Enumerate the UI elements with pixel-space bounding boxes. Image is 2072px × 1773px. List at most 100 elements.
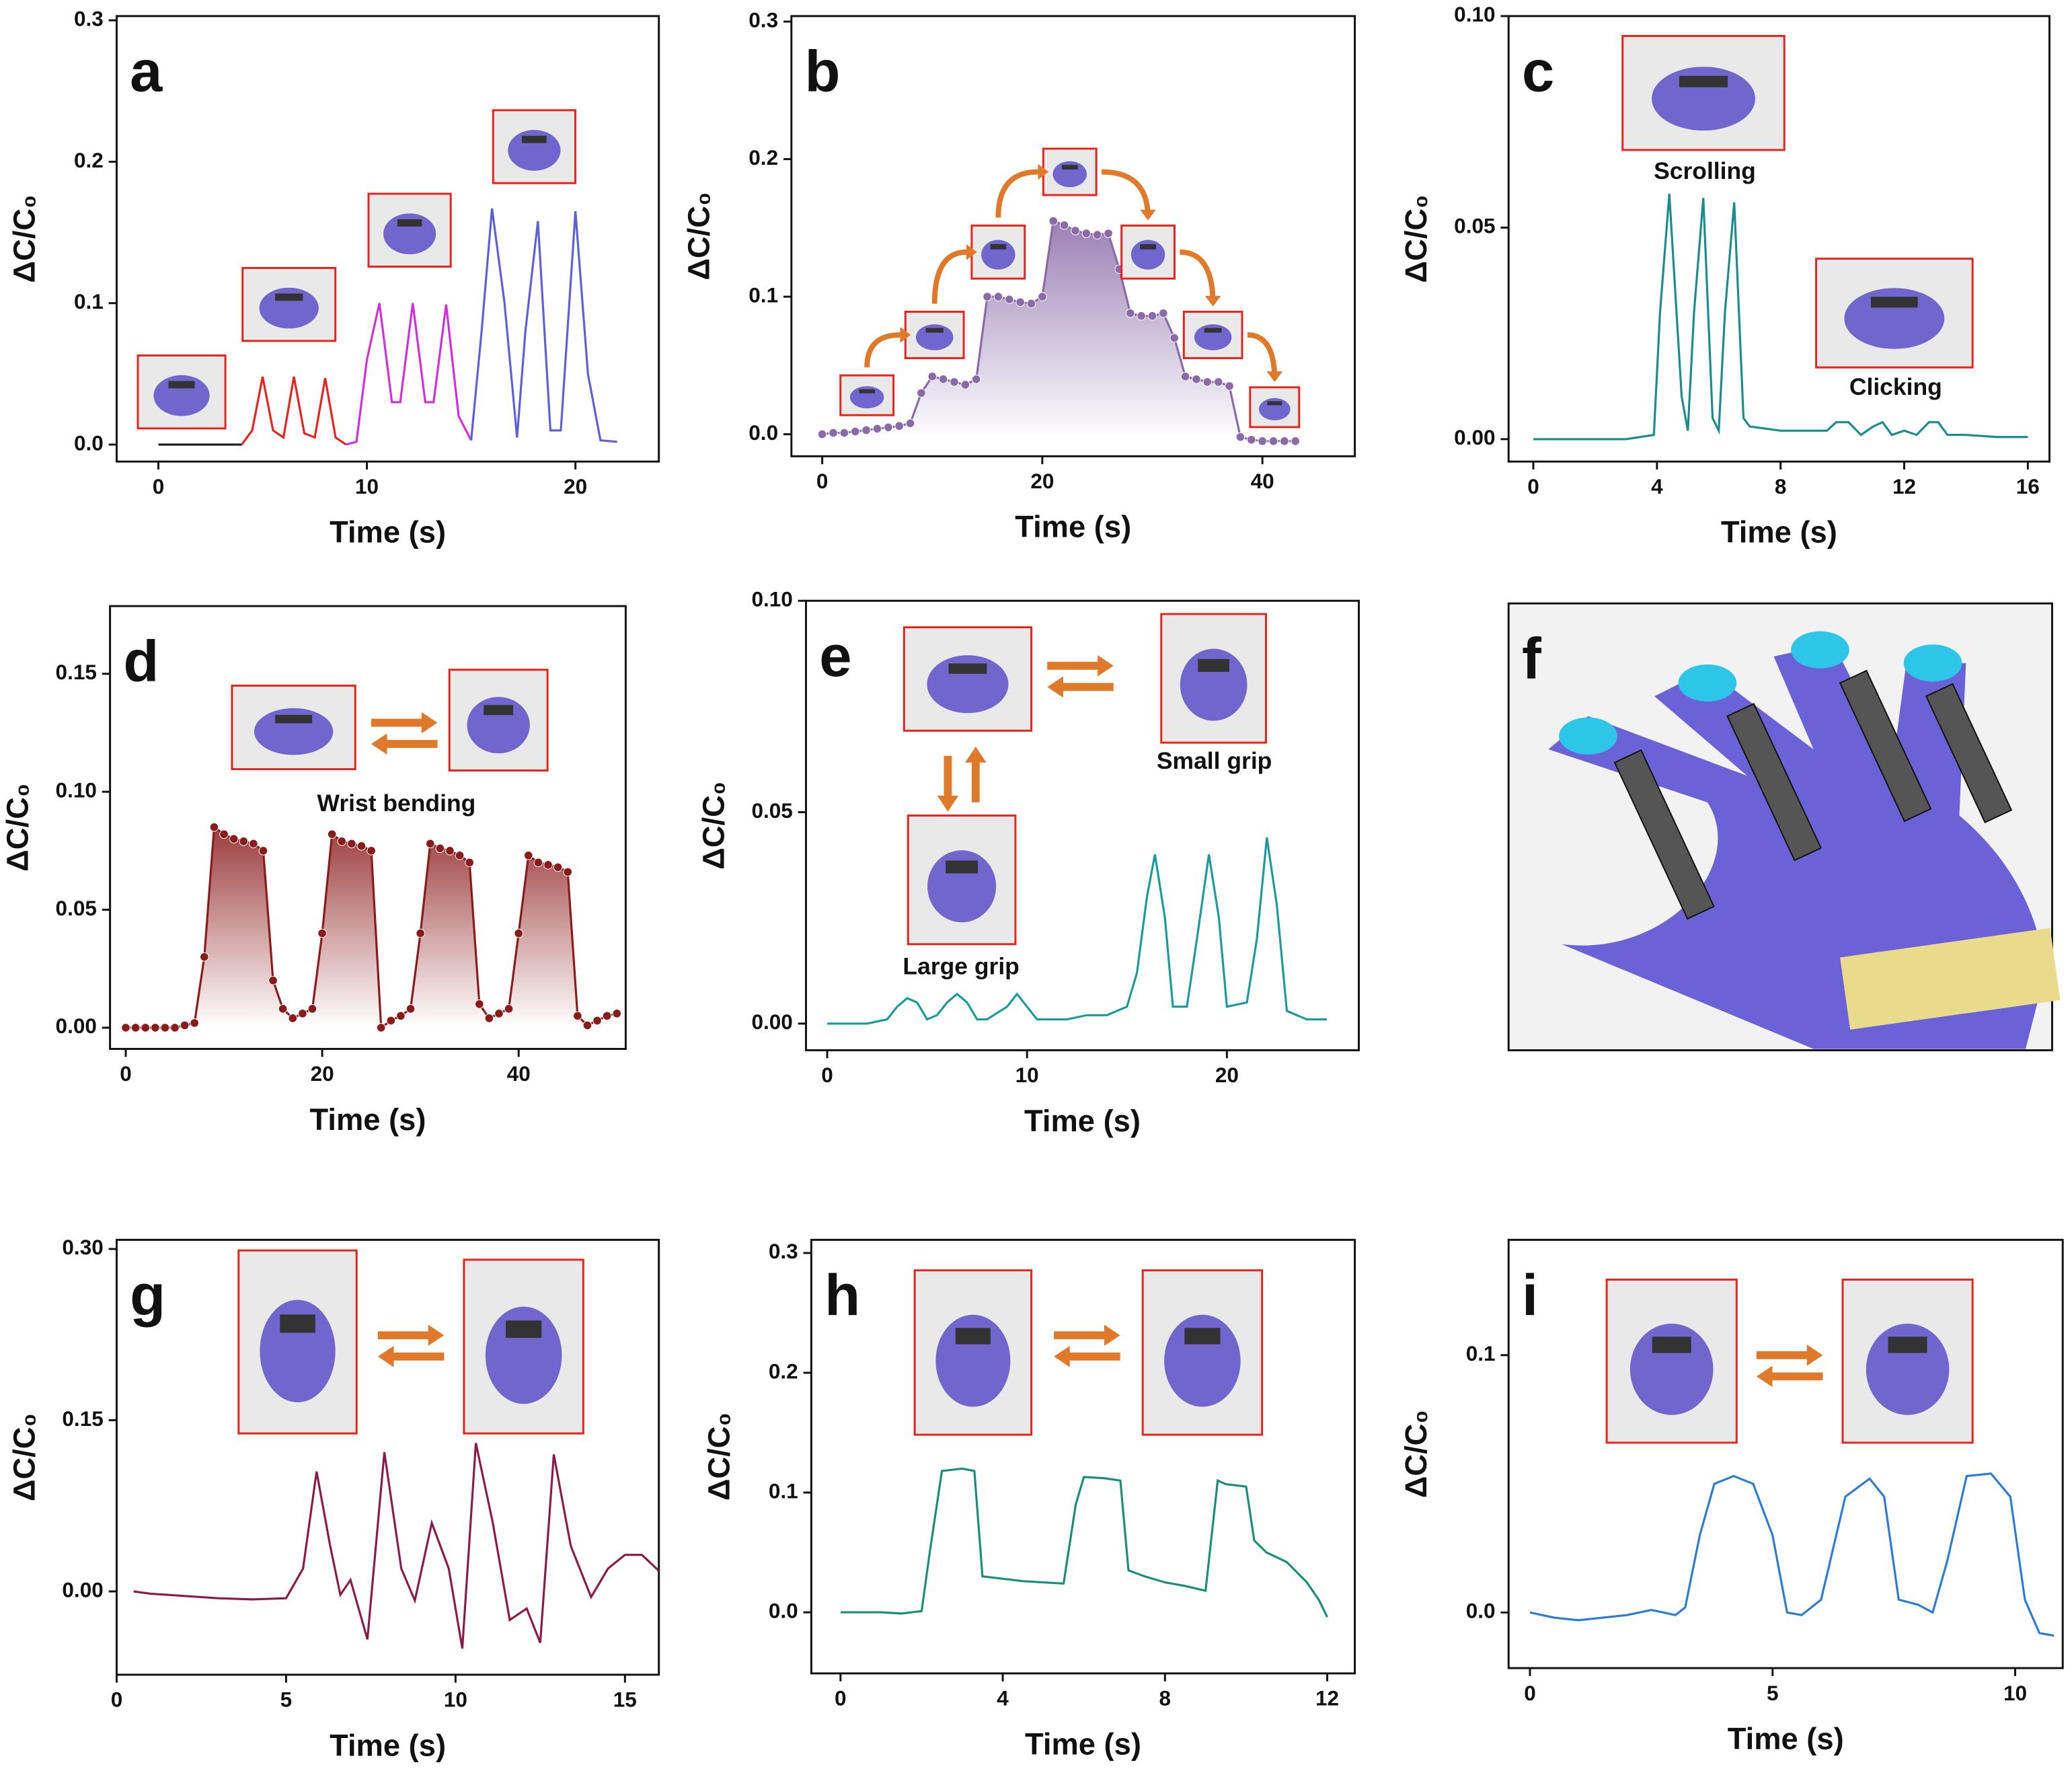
marker — [1291, 437, 1301, 446]
marker — [884, 422, 893, 432]
y-tick-label: 0.3 — [769, 1239, 798, 1263]
hand — [1180, 648, 1248, 721]
marker — [278, 1004, 288, 1014]
marker — [861, 425, 871, 435]
y-tick-label: 0.15 — [56, 660, 97, 684]
sensor — [859, 389, 875, 393]
y-axis-label: ΔC/C₀ — [701, 1412, 736, 1501]
marker — [938, 375, 948, 384]
marker — [524, 851, 533, 860]
arrow — [1054, 1324, 1120, 1347]
y-tick-label: 0.00 — [62, 1577, 103, 1601]
marker — [1147, 311, 1157, 321]
sensor — [1726, 703, 1822, 862]
hand — [1629, 1323, 1714, 1415]
marker — [327, 829, 337, 839]
arrow — [371, 712, 438, 734]
marker — [1268, 437, 1278, 446]
marker — [1213, 377, 1223, 387]
x-tick-label: 10 — [2003, 1681, 2027, 1705]
x-tick-label: 15 — [613, 1688, 637, 1712]
y-tick-label: 0.05 — [1454, 214, 1495, 238]
marker — [258, 846, 268, 856]
marker — [288, 1014, 298, 1023]
marker — [347, 839, 356, 849]
marker — [573, 1011, 582, 1021]
y-tick-label: 0.0 — [749, 420, 778, 445]
arrow-head — [1266, 371, 1283, 382]
line — [133, 1443, 660, 1649]
marker — [170, 1023, 180, 1032]
marker — [960, 380, 970, 389]
hand — [1258, 398, 1291, 420]
sensor — [484, 705, 514, 716]
sensor — [280, 1314, 315, 1333]
sensor — [275, 714, 313, 724]
y-axis-label: ΔC/C₀ — [1399, 195, 1433, 283]
x-axis-label: Time (s) — [330, 1728, 446, 1762]
sensor — [397, 219, 422, 227]
x-tick-label: 20 — [1030, 469, 1054, 493]
marker — [445, 846, 455, 856]
marker — [229, 834, 239, 844]
sensor — [1652, 1336, 1691, 1353]
marker — [484, 1014, 494, 1023]
sensor — [1925, 683, 2013, 824]
sensor — [955, 1328, 991, 1345]
y-tick-label: 0.3 — [749, 7, 778, 32]
marker — [307, 1004, 317, 1014]
sensor — [946, 860, 979, 874]
arrow — [1054, 1346, 1120, 1367]
hand — [153, 375, 210, 416]
sensor — [168, 381, 195, 389]
plot-frame — [109, 605, 627, 1050]
x-tick-label: 20 — [311, 1061, 334, 1086]
y-tick-label: 0.10 — [1454, 2, 1495, 26]
step-arrow — [995, 169, 1038, 218]
arrow — [377, 1346, 445, 1367]
marker — [1038, 292, 1047, 301]
line — [241, 376, 347, 446]
panel-letter: f — [1522, 626, 1542, 691]
marker — [209, 822, 219, 832]
marker — [917, 388, 926, 398]
marker — [1235, 432, 1245, 442]
sensor — [275, 293, 303, 301]
marker — [1026, 299, 1036, 309]
hand — [254, 708, 334, 755]
marker — [141, 1023, 150, 1032]
panel-letter: h — [824, 1262, 860, 1328]
arrow — [377, 1324, 445, 1347]
fingertip — [1678, 664, 1737, 702]
sensor — [948, 663, 987, 674]
line — [1529, 1472, 2055, 1637]
x-axis-label: Time (s) — [1025, 1727, 1141, 1761]
x-tick-label: 4 — [997, 1686, 1009, 1710]
inset-photo — [231, 684, 356, 771]
hand — [1164, 1314, 1241, 1407]
x-tick-label: 8 — [1775, 474, 1787, 498]
y-tick-label: 0.15 — [62, 1406, 103, 1431]
hand — [383, 213, 436, 255]
x-tick-label: 0 — [120, 1061, 132, 1086]
plot-frame — [115, 1238, 660, 1676]
marker — [356, 841, 367, 851]
marker — [200, 952, 209, 962]
arrow — [965, 747, 987, 802]
x-tick-label: 0 — [153, 474, 165, 498]
y-tick-label: 0.2 — [769, 1359, 798, 1383]
x-tick-label: 4 — [1651, 474, 1663, 498]
hand — [1844, 288, 1945, 349]
hand — [1194, 324, 1232, 350]
marker — [494, 1009, 504, 1018]
marker — [1202, 377, 1213, 387]
marker — [817, 429, 827, 439]
fingertip — [1791, 631, 1849, 669]
y-tick-label: 0.30 — [62, 1235, 103, 1259]
sensor — [1839, 669, 1932, 823]
marker — [1246, 435, 1256, 445]
hand — [915, 324, 954, 350]
x-tick-label: 0 — [835, 1686, 847, 1710]
hand — [1052, 161, 1087, 188]
line — [840, 1467, 1328, 1618]
